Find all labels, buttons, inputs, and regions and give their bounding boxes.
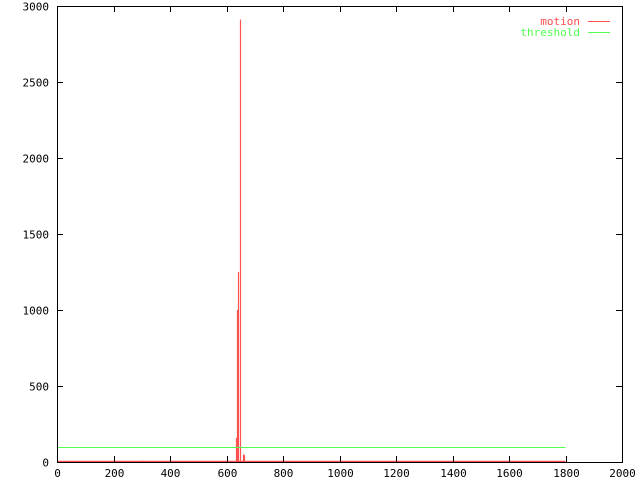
y-tick-label: 1000 [23, 305, 50, 318]
x-tick-label: 1600 [496, 467, 523, 480]
legend-label-threshold: threshold [520, 26, 580, 39]
x-tick-label: 2000 [609, 467, 636, 480]
x-tick-label: 400 [161, 467, 181, 480]
axes: 0 200 400 600 800 1000 1200 1400 1600 1800 2000 0 50… [23, 1, 636, 480]
y-tick-label: 2500 [23, 77, 50, 90]
y-tick-label: 3000 [23, 1, 50, 14]
x-tick-label: 800 [274, 467, 294, 480]
x-tick-label: 1400 [440, 467, 467, 480]
x-tick-label: 600 [218, 467, 238, 480]
x-tick-label: 200 [105, 467, 125, 480]
x-tick-label: 1800 [553, 467, 580, 480]
plot-frame [57, 6, 623, 463]
x-tick-label: 1200 [383, 467, 410, 480]
x-tick-label: 1000 [327, 467, 354, 480]
y-tick-label: 1500 [23, 229, 50, 242]
y-tick-label: 2000 [23, 153, 50, 166]
plot-area [57, 19, 566, 463]
y-tick-label: 500 [29, 381, 49, 394]
x-tick-label: 0 [54, 467, 61, 480]
legend-label-motion: motion [540, 15, 580, 28]
y-tick-label: 0 [42, 457, 49, 470]
